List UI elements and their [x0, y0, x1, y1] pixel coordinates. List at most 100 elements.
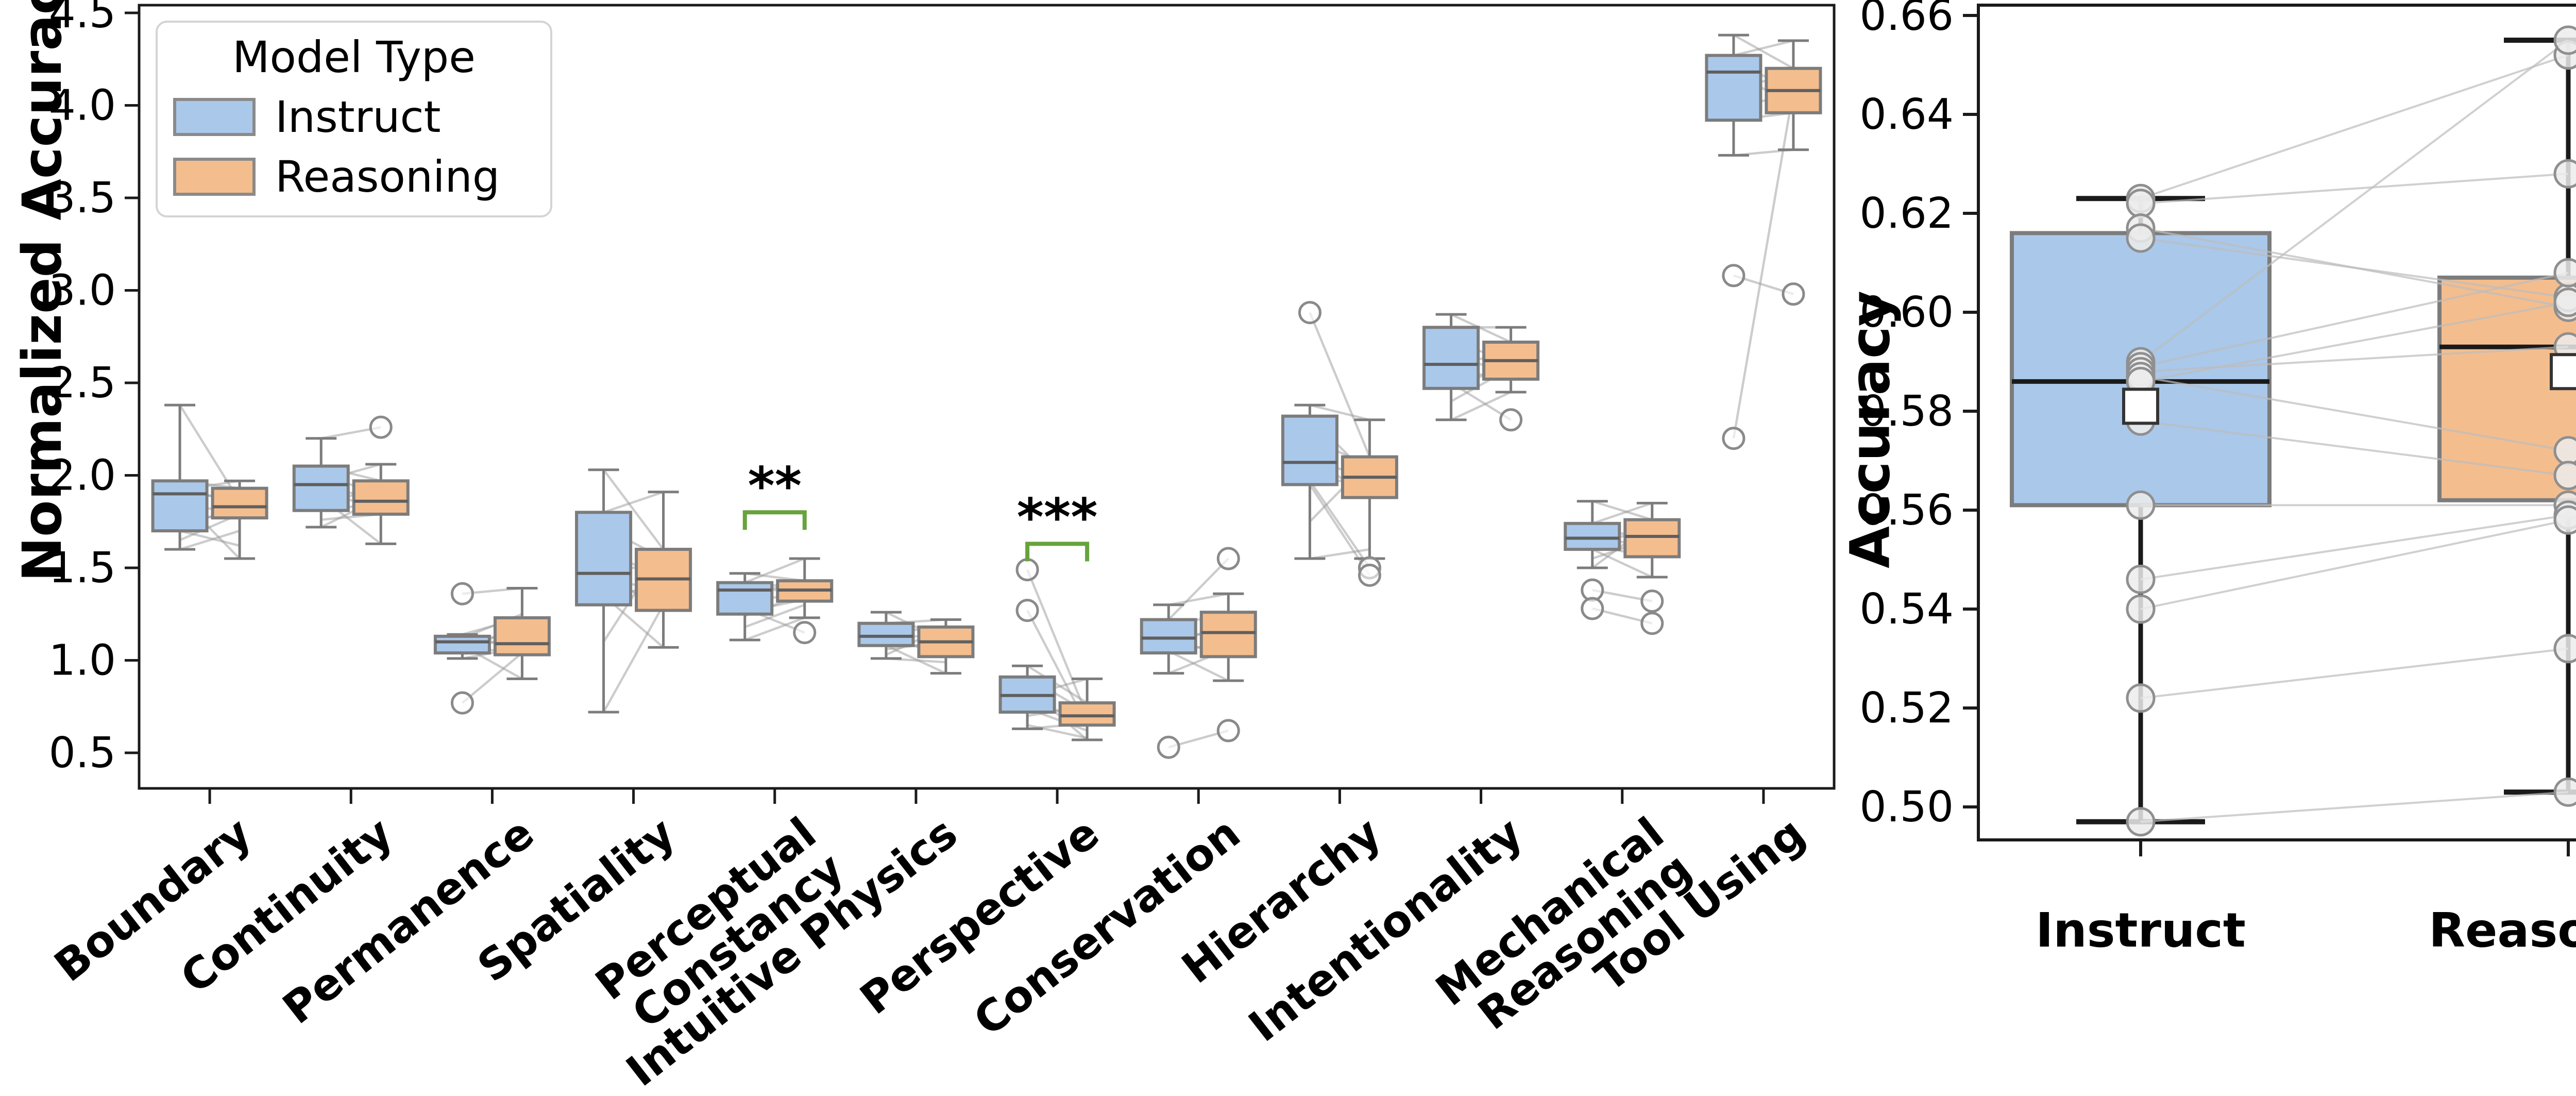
- left-y-tick-label: 4.5: [49, 0, 116, 38]
- reasoning-swatch-icon: [173, 158, 256, 196]
- significance-bracket: **: [742, 456, 807, 530]
- outlier-point: [1015, 599, 1039, 622]
- pair-line: [1309, 484, 1371, 576]
- pair-line: [1592, 502, 1653, 525]
- instruct-point: [2126, 223, 2156, 253]
- boxplot-reasoning-tool-using: [1765, 39, 1822, 306]
- boxplot-instruct-boundary: [151, 403, 209, 551]
- pair-line: [1026, 569, 1089, 717]
- legend-item-instruct: Instruct: [173, 92, 535, 142]
- pair-line: [1450, 391, 1512, 421]
- left-y-tick-label: 3.0: [49, 266, 116, 315]
- boxplot-instruct-intuitive-physics: [857, 611, 915, 660]
- boxplot-reasoning-intentionality: [1482, 326, 1540, 432]
- boxplot-instruct-spatiality: [575, 468, 633, 714]
- left-y-tick-label: 2.5: [49, 359, 116, 408]
- pair-line: [1309, 480, 1371, 569]
- box-rect: [1623, 518, 1681, 559]
- right-y-tick-label: 0.54: [1859, 585, 1954, 634]
- right-plot-frame: [1977, 4, 2576, 841]
- reasoning-point: [2553, 258, 2576, 288]
- boxplot-reasoning-perceptual-constancy: [776, 557, 834, 645]
- paired-points: [2126, 25, 2576, 837]
- legend-item-label: Instruct: [275, 92, 441, 142]
- outlier-point: [1581, 597, 1604, 620]
- boxplot-reasoning-mechanical-reasoning: [1623, 501, 1681, 635]
- outlier-point: [1216, 719, 1240, 743]
- box-rect: [857, 621, 915, 647]
- mean-marker-instruct: [2122, 387, 2159, 425]
- outlier-point: [1722, 427, 1745, 450]
- outlier-point: [1298, 301, 1321, 325]
- boxplot-reasoning-permanence: [493, 586, 551, 680]
- pair-line: [602, 469, 665, 550]
- right-y-tick-label: 0.50: [1859, 783, 1954, 832]
- left-y-tick-label: 2.0: [49, 451, 116, 500]
- pair-line: [2140, 519, 2569, 610]
- boxplot-reasoning-continuity: [352, 415, 410, 545]
- pair-line: [1309, 403, 1370, 421]
- pair-line: [1026, 665, 1088, 704]
- left-y-tick-label: 3.5: [49, 174, 116, 223]
- pair-line: [603, 491, 664, 514]
- box-rect: [151, 479, 209, 533]
- boxplot-reasoning-spatiality: [635, 491, 692, 649]
- instruct-point: [2126, 564, 2156, 594]
- pair-line: [2140, 39, 2569, 363]
- box-rect: [1140, 618, 1197, 655]
- boxplot-reasoning-intuitive-physics: [917, 618, 975, 675]
- box-rect: [1281, 414, 1338, 486]
- box-rect: [211, 486, 268, 520]
- reasoning-point: [2553, 777, 2576, 807]
- pair-line: [744, 557, 805, 584]
- pair-line: [744, 616, 805, 642]
- right-x-label-reasoning: Reasoning: [2429, 903, 2576, 958]
- boxplot-instruct-conservation: [1140, 603, 1197, 759]
- boxplot-instruct-intentionality: [1422, 313, 1480, 421]
- right-y-tick-label: 0.66: [1859, 0, 1954, 40]
- pair-line: [1310, 548, 1370, 560]
- significance-label: ***: [1017, 487, 1098, 548]
- boxplot-instruct-hierarchy: [1281, 301, 1338, 560]
- legend: Model Type Instruct Reasoning: [156, 21, 552, 217]
- instruct-point: [2126, 594, 2156, 624]
- pair-line: [1167, 558, 1229, 621]
- pair-line: [461, 652, 523, 704]
- right-y-tick-label: 0.52: [1859, 684, 1954, 733]
- bracket-line: [742, 510, 807, 530]
- outlier-point: [450, 582, 474, 605]
- instruct-swatch-icon: [173, 98, 256, 136]
- box-rect: [716, 581, 774, 616]
- right-y-tick-label: 0.60: [1859, 288, 1954, 337]
- box-rect: [352, 479, 410, 516]
- right-y-tick-label: 0.58: [1859, 387, 1954, 436]
- box-rect: [1199, 611, 1257, 659]
- instruct-point: [2126, 189, 2156, 218]
- pair-line: [1168, 650, 1229, 682]
- pair-line: [1591, 548, 1653, 578]
- right-y-tick-label: 0.56: [1859, 486, 1954, 535]
- pair-line: [2140, 514, 2569, 581]
- box-rect: [1422, 326, 1480, 390]
- outlier-point: [1640, 589, 1664, 613]
- pair-line: [2140, 272, 2569, 368]
- left-plot-frame: [138, 4, 1836, 790]
- boxplot-instruct-tool-using: [1705, 33, 1762, 450]
- significance-bracket: ***: [1017, 487, 1098, 562]
- reasoning-point: [2553, 436, 2576, 466]
- outlier-point: [793, 621, 817, 645]
- pair-line: [2140, 791, 2569, 823]
- reasoning-point: [2553, 461, 2576, 491]
- right-panel: 0.66 0.64 0.62 0.60 0.58 0.56 0.54 0.52 0.50: [1859, 0, 2576, 856]
- instruct-point: [2126, 490, 2156, 520]
- boxplot-instruct-perspective: [998, 558, 1056, 730]
- box-rect: [1705, 54, 1762, 122]
- pair-line: [2140, 375, 2569, 452]
- right-y-axis-label: Accuracy: [1838, 291, 1902, 568]
- outlier-point: [450, 691, 474, 715]
- pair-line: [2140, 173, 2569, 205]
- box-rect: [292, 464, 350, 512]
- boxplot-instruct-mechanical-reasoning: [1564, 500, 1621, 620]
- pair-line: [2140, 647, 2569, 699]
